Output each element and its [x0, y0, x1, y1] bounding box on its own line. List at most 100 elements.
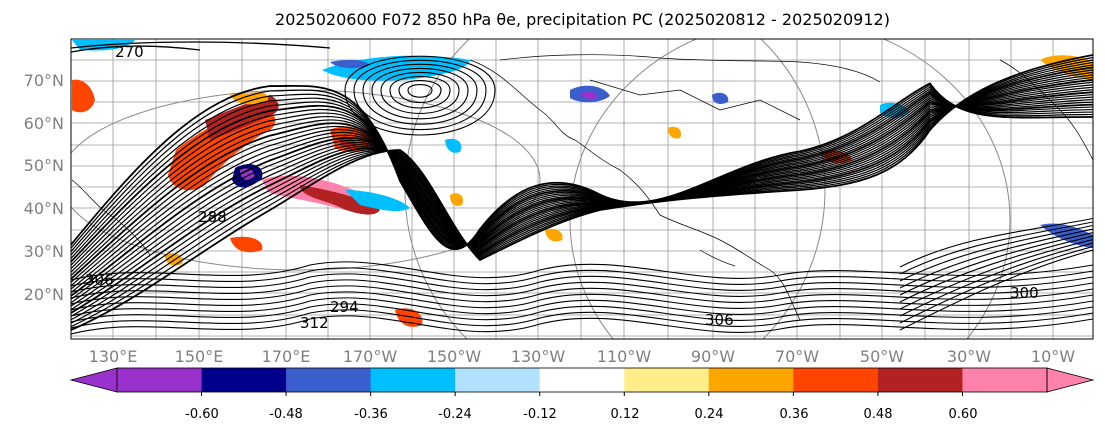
colorbar-tick-label: 0.24	[695, 407, 724, 422]
theta-e-contour-line	[71, 78, 1093, 297]
theta-e-contour-line	[71, 71, 1093, 307]
theta-e-contour-line	[899, 242, 1093, 317]
theta-e-contour-line	[71, 96, 1093, 273]
contour-label: 300	[1010, 284, 1039, 302]
theta-e-contours	[71, 41, 1093, 335]
contour-labels: 270 288 306 294 300 312 306	[85, 43, 1039, 332]
colorbar-segment	[117, 368, 203, 392]
theta-e-contour-line	[71, 89, 1093, 283]
lon-label: 70°W	[775, 347, 819, 366]
theta-e-contour-line	[71, 84, 1093, 249]
theta-e-contour-line	[71, 84, 1093, 290]
theta-e-contour-line	[899, 231, 1093, 296]
theta-e-contour-line	[899, 217, 1093, 268]
colorbar-tick-label: -0.24	[438, 407, 472, 422]
colorbar	[69, 367, 1095, 396]
colorbar-tick-label: -0.36	[354, 407, 388, 422]
lon-label: 90°W	[691, 347, 735, 366]
theta-e-contour-line	[899, 249, 1093, 331]
colorbar-tick-label: 0.60	[949, 407, 978, 422]
theta-e-contour-line	[71, 303, 1093, 323]
coastlines	[71, 54, 1093, 321]
theta-e-contour-line	[71, 86, 1093, 287]
longitude-labels: 130°E 150°E 170°E 170°W 150°W 130°W 110°…	[89, 347, 1076, 366]
theta-e-contour-line	[71, 74, 1093, 304]
colorbar-tick-label: 0.48	[864, 407, 893, 422]
theta-e-contour-line	[71, 267, 1093, 287]
theta-e-contour-line	[899, 228, 1093, 289]
theta-e-contour-line	[71, 291, 1093, 311]
theta-e-contour-line	[899, 224, 1093, 282]
theta-e-contour-line	[71, 261, 1093, 281]
lat-label: 40°N	[24, 199, 64, 218]
lat-label: 50°N	[24, 156, 64, 175]
theta-e-contour-line	[71, 56, 1093, 328]
colorbar-outline	[116, 367, 1048, 393]
theta-e-contour-line	[362, 63, 478, 125]
lat-label: 20°N	[24, 285, 64, 304]
theta-e-contour-line	[71, 285, 1093, 305]
theta-e-contour-line	[899, 245, 1093, 324]
colorbar-tick-label: -0.12	[523, 407, 557, 422]
lat-label: 70°N	[24, 71, 64, 90]
lon-label: 170°W	[343, 347, 398, 366]
colorbar-tick-label: -0.48	[269, 407, 303, 422]
colorbar-segment	[877, 368, 963, 392]
colorbar-segment	[708, 368, 794, 392]
theta-e-contour-line	[71, 94, 1093, 276]
theta-e-contour-line	[71, 91, 1093, 263]
theta-e-contour-line	[71, 82, 1093, 251]
theta-e-contour-line	[353, 59, 487, 131]
theta-e-contour-line	[899, 238, 1093, 310]
lon-label: 150°E	[175, 347, 224, 366]
theta-e-contour-line	[71, 86, 1093, 252]
colorbar-segment	[793, 368, 879, 392]
theta-e-contour-line	[71, 315, 1093, 335]
lat-label: 30°N	[24, 242, 64, 261]
theta-e-contour-line	[71, 95, 1093, 270]
colorbar-segment	[539, 368, 625, 392]
colorbar-ticks: -0.60 -0.48 -0.36 -0.24 -0.12 0.12 0.24 …	[185, 407, 977, 422]
theta-e-contour-line	[71, 45, 201, 53]
lon-label: 150°W	[427, 347, 482, 366]
colorbar-segment	[370, 368, 456, 392]
colorbar-extend-high	[1046, 367, 1095, 393]
colorbar-tick-label: 0.36	[780, 407, 809, 422]
lon-label: 130°E	[89, 347, 138, 366]
theta-e-contour-line	[71, 309, 1093, 329]
lon-label: 30°W	[947, 347, 991, 366]
theta-e-contour-line	[407, 84, 433, 98]
contour-label: 270	[115, 43, 144, 61]
theta-e-contour-line	[71, 66, 1093, 314]
map-frame	[70, 38, 1094, 340]
theta-e-contour-line	[71, 279, 1093, 299]
theta-e-contour-line	[71, 88, 1093, 256]
theta-e-contour-line	[71, 54, 1093, 331]
lon-label: 170°E	[262, 347, 311, 366]
theta-e-contour-line	[71, 90, 1093, 259]
theta-e-contour-line	[71, 273, 1093, 293]
colorbar-segment	[624, 368, 710, 392]
theta-e-contour-line	[344, 55, 496, 136]
lon-label: 50°W	[860, 347, 904, 366]
contour-label: 312	[300, 314, 329, 332]
colorbar-tick-label: -0.60	[185, 407, 219, 422]
theta-e-contour-line	[899, 235, 1093, 303]
theta-e-contour-line	[71, 93, 1093, 266]
theta-e-contour-line	[899, 221, 1093, 275]
lat-label: 60°N	[24, 114, 64, 133]
theta-e-contour-line	[389, 75, 451, 109]
theta-e-contour-line	[71, 61, 1093, 321]
colorbar-segment	[286, 368, 372, 392]
theta-e-contour-line	[71, 69, 1093, 311]
contour-label: 288	[198, 208, 227, 226]
theta-e-contour-line	[71, 76, 1093, 300]
theta-e-contour-line	[71, 297, 1093, 317]
colorbar-extend-low	[69, 367, 118, 393]
lon-label: 10°W	[1031, 347, 1075, 366]
colorbar-segment	[455, 368, 541, 392]
lon-label: 130°W	[511, 347, 566, 366]
theta-e-contour-line	[71, 41, 331, 49]
colorbar-tick-label: 0.12	[611, 407, 640, 422]
